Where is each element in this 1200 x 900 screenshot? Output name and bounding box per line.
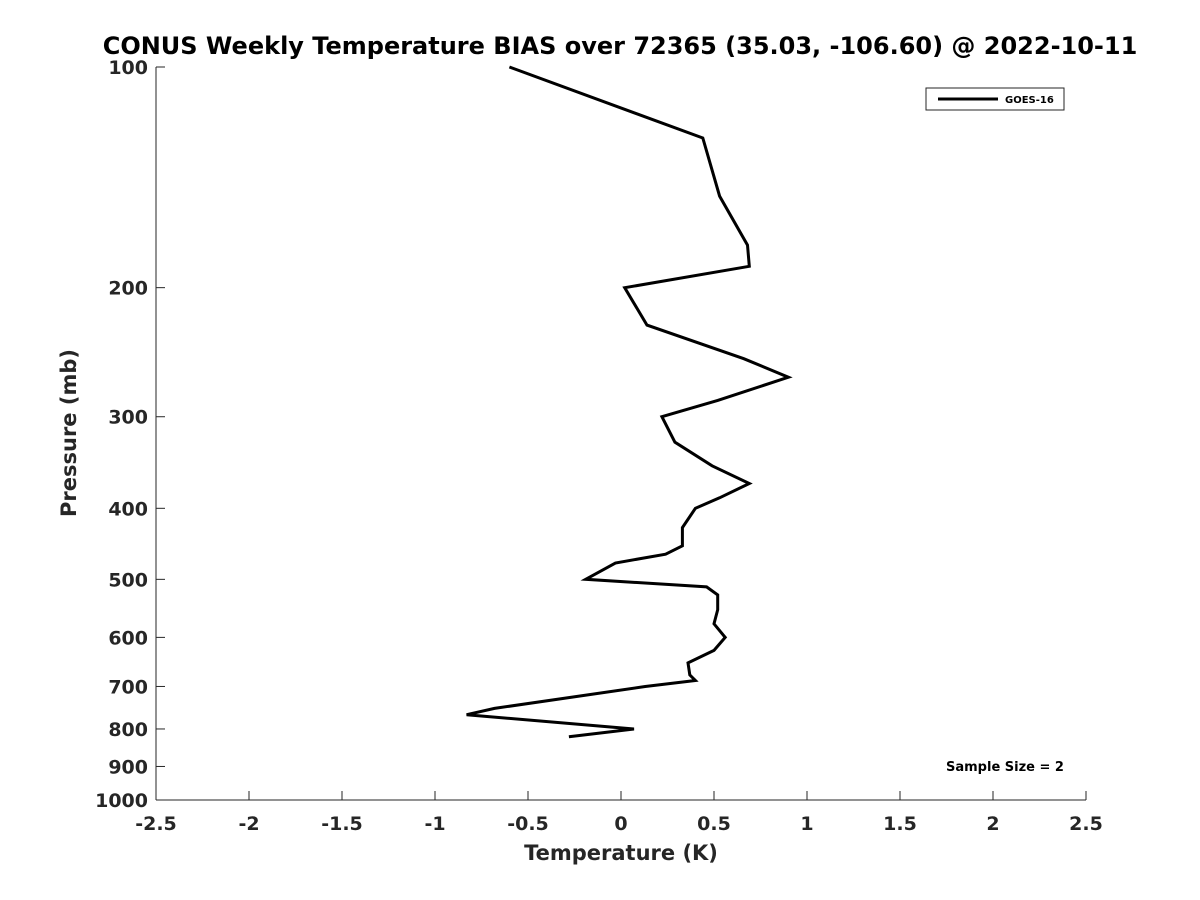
x-tick-label: 2.5: [1069, 813, 1103, 835]
sample-size-annotation: Sample Size = 2: [946, 760, 1064, 775]
y-tick-label: 200: [108, 278, 148, 300]
x-tick-label: 1.5: [883, 813, 917, 835]
y-tick-label: 100: [108, 57, 148, 79]
x-tick-label: 2: [986, 813, 999, 835]
y-tick-label: 500: [108, 569, 148, 591]
series-layer: [466, 65, 793, 739]
x-tick-label: -1: [424, 813, 445, 835]
x-tick-label: -0.5: [507, 813, 549, 835]
y-tick-label: 600: [108, 627, 148, 649]
y-tick-label: 700: [108, 676, 148, 698]
legend: GOES-16: [925, 87, 1065, 111]
x-ticks: -2.5 -2 -1.5 -1 -0.5 0 0.5 1 1.5 2 2.5: [135, 791, 1103, 835]
y-tick-label: 400: [108, 498, 148, 520]
chart-title: CONUS Weekly Temperature BIAS over 72365…: [103, 32, 1138, 60]
x-tick-label: -2.5: [135, 813, 177, 835]
x-tick-label: 0.5: [697, 813, 731, 835]
y-ticks: 100 200 300 400 500 600 700 800 900 1000: [95, 57, 165, 812]
plot-area: -2.5 -2 -1.5 -1 -0.5 0 0.5 1 1.5 2 2.5 100 200 300 40…: [95, 57, 1103, 835]
legend-label-goes-16: GOES-16: [1005, 95, 1054, 106]
y-tick-label: 1000: [95, 790, 148, 812]
y-tick-label: 300: [108, 407, 148, 429]
x-tick-label: -2: [238, 813, 259, 835]
y-tick-label: 900: [108, 756, 148, 778]
y-tick-label: 800: [108, 719, 148, 741]
x-axis-label: Temperature (K): [524, 841, 718, 865]
x-tick-label: -1.5: [321, 813, 363, 835]
x-tick-label: 0: [614, 813, 627, 835]
x-tick-label: 1: [800, 813, 813, 835]
series-line-goes-16: [466, 65, 793, 739]
y-axis-label: Pressure (mb): [57, 349, 81, 517]
